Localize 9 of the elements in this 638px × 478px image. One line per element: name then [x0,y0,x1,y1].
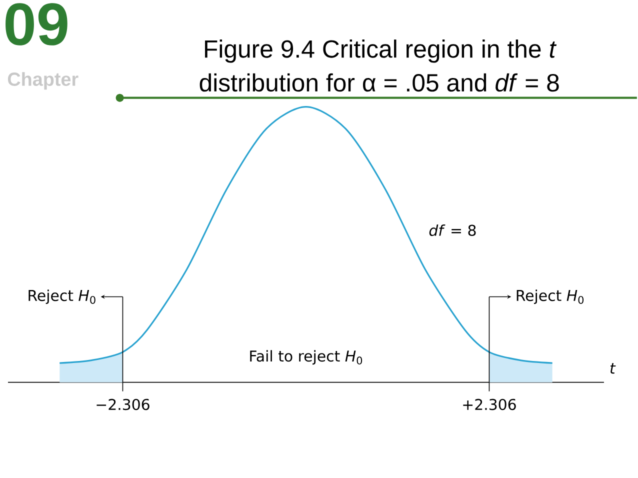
annotation: df = 8 [429,224,476,236]
x-tick-label: −2.306 [96,398,150,410]
chart-title: Figure 9.4 Critical region in the t distribution for α = .05 and df = 8 [200,39,559,92]
x-axis-title: t [610,363,616,374]
ref-line-label: Reject H$_{0}$ [28,289,96,304]
ref-line-label: Reject H$_{0}$ [516,289,584,304]
text: 09 [6,3,68,46]
x-tick-label: +2.306 [463,398,516,410]
annotation: Fail to reject H$_{0}$ [250,350,362,364]
